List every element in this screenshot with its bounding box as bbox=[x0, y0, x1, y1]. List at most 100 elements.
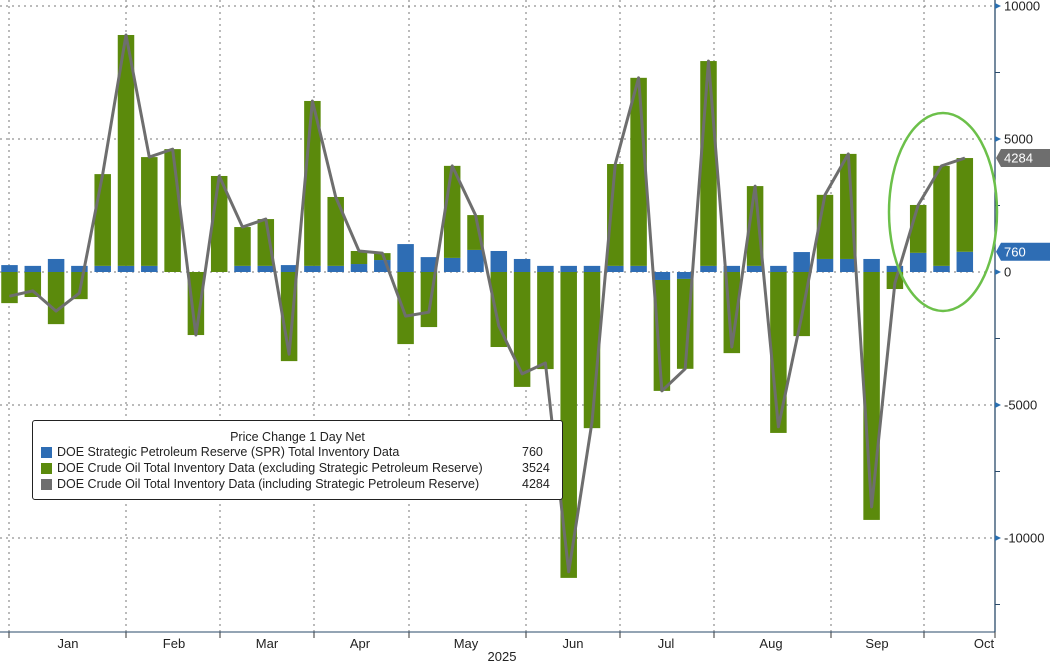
x-tick-label: Feb bbox=[163, 636, 185, 651]
bar-spr bbox=[723, 265, 741, 272]
bar-crude-ex-spr bbox=[537, 272, 554, 370]
line-point bbox=[801, 315, 803, 317]
line-point bbox=[731, 346, 733, 348]
line-point bbox=[265, 218, 267, 220]
legend: Price Change 1 Day Net DOE Strategic Pet… bbox=[32, 420, 563, 500]
line-point bbox=[568, 571, 570, 573]
y-tick-arrow bbox=[995, 402, 1001, 408]
bar-spr bbox=[94, 265, 111, 272]
line-point bbox=[847, 153, 849, 155]
line-point bbox=[195, 334, 197, 336]
bar-spr bbox=[816, 258, 834, 272]
total-line bbox=[9, 33, 966, 574]
x-tick-label: Sep bbox=[865, 636, 888, 651]
line-point bbox=[521, 373, 523, 375]
bar-spr bbox=[47, 258, 65, 272]
y-tick-arrow bbox=[995, 136, 1001, 142]
line-point bbox=[964, 157, 966, 159]
bar-spr bbox=[304, 265, 321, 272]
bar-crude-ex-spr bbox=[327, 196, 344, 266]
bar-spr bbox=[257, 265, 275, 272]
bar-spr bbox=[770, 265, 787, 272]
bar-crude-ex-spr bbox=[513, 272, 531, 387]
bar-crude-ex-spr bbox=[350, 250, 368, 265]
x-tick-label: Aug bbox=[759, 636, 782, 651]
bar-crude-ex-spr bbox=[187, 272, 205, 336]
bar-spr bbox=[793, 252, 810, 272]
y-tick-label: -5000 bbox=[1004, 398, 1037, 413]
bar-crude-ex-spr bbox=[164, 149, 181, 272]
bar-spr bbox=[24, 265, 42, 272]
bar-crude-ex-spr bbox=[141, 157, 158, 266]
bar-spr bbox=[374, 260, 391, 272]
line-point bbox=[428, 311, 430, 313]
bar-spr bbox=[327, 265, 344, 272]
legend-value: 4284 bbox=[522, 477, 550, 491]
bar-spr bbox=[350, 264, 368, 272]
bar-crude-ex-spr bbox=[863, 272, 880, 520]
bar-spr bbox=[560, 265, 577, 272]
x-period-label: 2025 bbox=[488, 649, 517, 664]
y-tick-arrow bbox=[995, 269, 1001, 275]
line-point bbox=[754, 185, 756, 187]
legend-swatch-blue bbox=[41, 446, 52, 458]
bar-spr bbox=[234, 265, 251, 272]
last-value-badge-total-bg bbox=[996, 149, 1050, 168]
line-point bbox=[102, 173, 104, 175]
legend-label: DOE Crude Oil Total Inventory Data (incl… bbox=[57, 477, 480, 491]
line-point bbox=[32, 290, 34, 292]
bar-crude-ex-spr bbox=[956, 158, 974, 252]
bar-crude-ex-spr bbox=[257, 219, 275, 266]
legend-item-crude-ex-spr: DOE Crude Oil Total Inventory Data (excl… bbox=[33, 460, 562, 476]
y-tick-label: 5000 bbox=[1004, 132, 1033, 147]
line-point bbox=[591, 421, 593, 423]
line-point bbox=[824, 194, 826, 196]
line-point bbox=[661, 390, 663, 392]
x-tick-label: Jan bbox=[58, 636, 79, 651]
bar-spr bbox=[840, 258, 857, 272]
last-value-badge-spr: 760 bbox=[1004, 244, 1026, 259]
line-point bbox=[405, 315, 407, 317]
bar-crude-ex-spr bbox=[234, 227, 251, 266]
bar-spr bbox=[933, 265, 950, 272]
bar-spr bbox=[886, 265, 904, 272]
legend-value: 3524 bbox=[522, 461, 550, 475]
line-point bbox=[941, 165, 942, 167]
x-tick-label: Mar bbox=[256, 636, 279, 651]
y-tick-label: -10000 bbox=[1004, 531, 1044, 546]
bar-spr bbox=[513, 258, 531, 272]
line-point bbox=[358, 250, 360, 252]
line-point bbox=[777, 426, 779, 428]
x-tick-label: Oct bbox=[974, 636, 995, 651]
bar-spr bbox=[420, 257, 438, 272]
bar-spr bbox=[630, 265, 647, 272]
x-tick-label: Jul bbox=[658, 636, 675, 651]
line-point bbox=[614, 163, 616, 165]
y-tick-label: 10000 bbox=[1004, 0, 1040, 14]
legend-value: 760 bbox=[522, 445, 543, 459]
line-point bbox=[498, 325, 500, 327]
bar-crude-ex-spr bbox=[607, 164, 624, 266]
line-point bbox=[894, 282, 896, 284]
bar-crude-ex-spr bbox=[1, 272, 18, 304]
bar-spr bbox=[490, 250, 508, 272]
line-point bbox=[708, 60, 709, 62]
bar-spr bbox=[141, 265, 158, 272]
line-point bbox=[475, 214, 476, 216]
line-point bbox=[78, 292, 80, 294]
line-point bbox=[55, 310, 57, 312]
line-point bbox=[148, 156, 150, 158]
bar-spr bbox=[397, 244, 414, 272]
line-point bbox=[335, 196, 337, 198]
line-point bbox=[218, 175, 220, 177]
legend-swatch-grey bbox=[41, 478, 52, 490]
y-tick-arrow bbox=[995, 3, 1001, 9]
legend-item-crude-incl-spr: DOE Crude Oil Total Inventory Data (incl… bbox=[33, 476, 562, 492]
bar-spr bbox=[956, 251, 974, 272]
line-crude-incl-spr bbox=[9, 33, 966, 574]
bar-crude-ex-spr bbox=[117, 34, 135, 266]
y-axis: 10000 5000 0 -5000 -10000 4284 760 bbox=[994, 0, 1050, 632]
bar-spr bbox=[467, 249, 484, 272]
bar-spr bbox=[443, 257, 461, 272]
y-tick-arrow bbox=[995, 535, 1001, 541]
